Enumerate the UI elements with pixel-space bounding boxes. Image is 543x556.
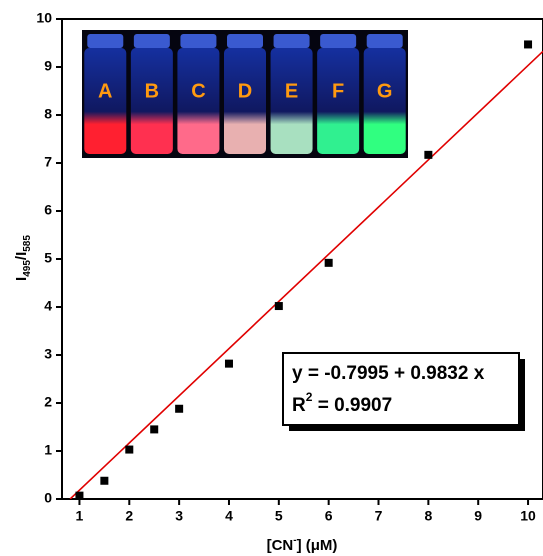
y-tick-label: 3 [44, 346, 52, 362]
data-point [175, 404, 184, 413]
vial-label: A [98, 80, 112, 102]
y-tick-label: 6 [44, 202, 52, 218]
vial [224, 48, 266, 154]
annotation-box [282, 352, 520, 426]
vial-cap [87, 34, 124, 48]
vial [84, 48, 127, 154]
y-tick-label: 0 [44, 490, 52, 506]
x-tick-label: 2 [125, 508, 133, 524]
vial-cap [180, 34, 217, 48]
vial-label: D [238, 80, 252, 102]
x-tick-label: 8 [424, 508, 432, 524]
data-point [224, 359, 233, 368]
y-tick-label: 10 [36, 10, 52, 26]
vial-cap [273, 34, 310, 48]
vial-label: B [145, 80, 159, 102]
data-point [75, 491, 84, 500]
vial-cap [133, 34, 170, 48]
vial [130, 48, 173, 154]
fit-r2: R2 = 0.9907 [292, 390, 392, 416]
y-tick-label: 4 [44, 298, 52, 314]
vial-label: G [377, 80, 393, 102]
fit-equation: y = -0.7995 + 0.9832 x [292, 363, 485, 384]
data-point [150, 425, 159, 434]
x-tick-label: 6 [325, 508, 333, 524]
fit-line [69, 50, 543, 499]
y-tick-label: 9 [44, 58, 52, 74]
vial-cap [227, 34, 263, 48]
x-tick-label: 1 [76, 508, 84, 524]
vial [317, 48, 360, 154]
vial [270, 48, 313, 154]
x-tick-label: 5 [275, 508, 283, 524]
data-point [524, 40, 533, 49]
vial-label: F [332, 80, 344, 102]
data-point [324, 258, 333, 267]
y-axis-label: I495/I585 [13, 235, 33, 281]
vial-label: E [285, 80, 298, 102]
vial-cap [366, 34, 403, 48]
x-axis-label: [CN-] (μM) [267, 535, 338, 554]
y-tick-label: 2 [44, 394, 52, 410]
y-tick-label: 8 [44, 106, 52, 122]
data-point [424, 150, 433, 159]
x-tick-label: 9 [474, 508, 482, 524]
x-tick-label: 3 [175, 508, 183, 524]
data-point [125, 445, 134, 454]
x-tick-label: 7 [375, 508, 383, 524]
data-point [274, 302, 283, 311]
vial-label: C [191, 80, 205, 102]
y-tick-label: 5 [44, 250, 52, 266]
y-tick-label: 7 [44, 154, 52, 170]
y-tick-label: 1 [44, 442, 52, 458]
data-point [100, 476, 109, 485]
vial [177, 48, 220, 154]
vial-cap [320, 34, 357, 48]
x-tick-label: 10 [520, 508, 536, 524]
x-tick-label: 4 [225, 508, 233, 524]
vial [363, 48, 406, 154]
